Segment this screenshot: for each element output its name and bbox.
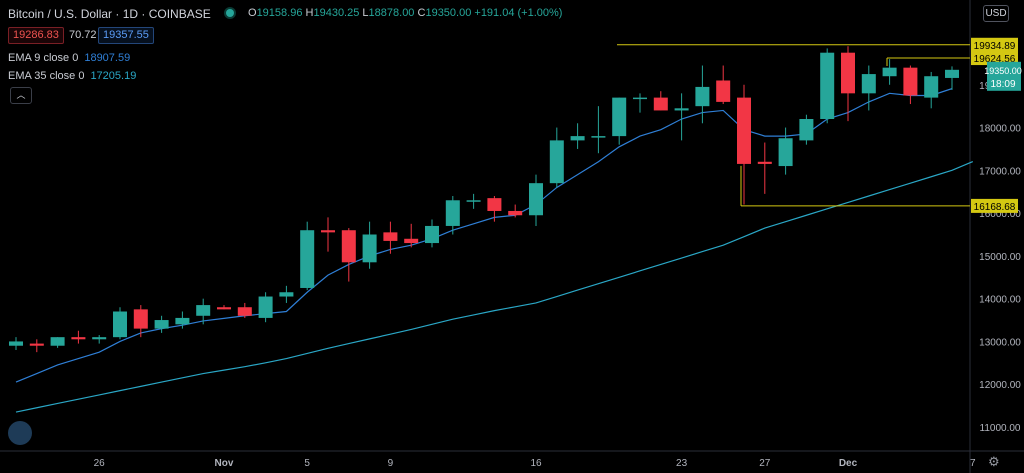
candle-body[interactable] xyxy=(653,97,668,111)
x-tick-label: 7 xyxy=(970,458,976,469)
ask-price-button[interactable]: 19357.55 xyxy=(98,27,154,44)
candle-body[interactable] xyxy=(217,307,231,310)
candle-body[interactable] xyxy=(924,76,939,98)
candle-body[interactable] xyxy=(154,320,169,329)
x-tick-label: 23 xyxy=(676,458,688,469)
candle-body[interactable] xyxy=(113,311,127,338)
candle-body[interactable] xyxy=(9,341,23,346)
ohlc-readout: O19158.96 H19430.25 L18878.00 C19350.00 … xyxy=(248,7,563,19)
y-tick-label: 15000.00 xyxy=(979,252,1021,263)
ema9-line xyxy=(15,88,953,383)
y-tick-label: 13000.00 xyxy=(979,337,1021,348)
candle-body[interactable] xyxy=(50,337,65,346)
candle-body[interactable] xyxy=(71,337,86,340)
candle-body[interactable] xyxy=(757,161,772,164)
candle-body[interactable] xyxy=(92,337,107,340)
collapse-legend-button[interactable]: ︿ xyxy=(10,87,32,104)
candle-body[interactable] xyxy=(29,343,44,346)
candle-body[interactable] xyxy=(737,97,751,164)
y-tick-label: 17000.00 xyxy=(979,166,1021,177)
last-price-tag xyxy=(987,61,1021,91)
y-tick-label: 12000.00 xyxy=(979,380,1021,391)
y-tick-label: 11000.00 xyxy=(980,423,1021,434)
candle-body[interactable] xyxy=(487,198,502,211)
ema9-legend[interactable]: EMA 9 close 0 18907.59 xyxy=(8,52,131,64)
ema35-legend[interactable]: EMA 35 close 0 17205.19 xyxy=(8,70,137,82)
chevron-up-icon: ︿ xyxy=(16,90,26,100)
symbol-title[interactable]: Bitcoin / U.S. Dollar · 1D · COINBASE xyxy=(8,7,211,21)
price-level-tag xyxy=(971,37,1018,52)
candle-body[interactable] xyxy=(799,119,814,141)
candle-body[interactable] xyxy=(549,140,564,184)
y-tick-label: 14000.00 xyxy=(979,295,1021,306)
candle-body[interactable] xyxy=(841,52,855,94)
y-tick-label: 18000.00 xyxy=(979,124,1021,135)
tradingview-logo-icon[interactable] xyxy=(8,421,32,445)
countdown-label: 18:09 xyxy=(990,79,1015,90)
x-tick-label: 26 xyxy=(94,458,106,469)
spread-value: 70.72 xyxy=(69,29,97,41)
price-level-tag xyxy=(971,198,1018,213)
x-tick-label: 9 xyxy=(388,458,394,469)
candle-body[interactable] xyxy=(362,234,377,263)
x-tick-label: 27 xyxy=(759,458,771,469)
x-tick-label: Dec xyxy=(839,458,858,469)
candle-body[interactable] xyxy=(820,52,835,119)
candle-body[interactable] xyxy=(237,307,252,316)
candle-body[interactable] xyxy=(695,86,710,107)
candle-body[interactable] xyxy=(861,74,876,94)
candle-body[interactable] xyxy=(300,230,315,288)
candle-body[interactable] xyxy=(674,108,689,111)
candle-body[interactable] xyxy=(633,97,647,100)
ema35-line xyxy=(15,161,974,413)
candle-body[interactable] xyxy=(570,136,585,141)
candle-body[interactable] xyxy=(945,69,959,78)
candle-body[interactable] xyxy=(778,138,793,167)
x-tick-label: Nov xyxy=(215,458,234,469)
bid-price-button[interactable]: 19286.83 xyxy=(8,27,64,44)
candle-body[interactable] xyxy=(882,67,897,77)
market-status-dot-icon xyxy=(226,9,234,17)
candle-body[interactable] xyxy=(383,232,398,241)
candle-body[interactable] xyxy=(591,136,606,138)
candle-body[interactable] xyxy=(133,309,148,329)
candle-body[interactable] xyxy=(341,230,356,263)
candle-body[interactable] xyxy=(196,305,211,316)
price-level-label: 16168.68 xyxy=(974,202,1016,213)
candle-body[interactable] xyxy=(404,238,419,244)
price-level-label: 19934.89 xyxy=(974,41,1016,52)
candle-body[interactable] xyxy=(466,200,481,202)
y-tick-label: 16000.00 xyxy=(979,209,1021,220)
currency-button[interactable]: USD xyxy=(983,5,1009,22)
candle-body[interactable] xyxy=(445,200,460,226)
x-tick-label: 5 xyxy=(304,458,310,469)
gear-icon[interactable]: ⚙ xyxy=(988,454,1000,469)
candle-body[interactable] xyxy=(425,225,439,244)
price-level-tag xyxy=(971,51,1018,66)
candle-body[interactable] xyxy=(529,183,543,216)
candle-body[interactable] xyxy=(175,317,190,325)
candle-body[interactable] xyxy=(508,210,523,216)
candle-body[interactable] xyxy=(612,97,627,137)
price-level-label: 19624.56 xyxy=(974,54,1016,65)
candle-body[interactable] xyxy=(903,67,918,96)
candle-body[interactable] xyxy=(279,292,294,297)
x-tick-label: 16 xyxy=(530,458,542,469)
candle-body[interactable] xyxy=(321,230,335,233)
candle-body[interactable] xyxy=(716,80,731,102)
last-price-label: 19350.00 xyxy=(984,66,1022,76)
candle-body[interactable] xyxy=(258,296,273,318)
